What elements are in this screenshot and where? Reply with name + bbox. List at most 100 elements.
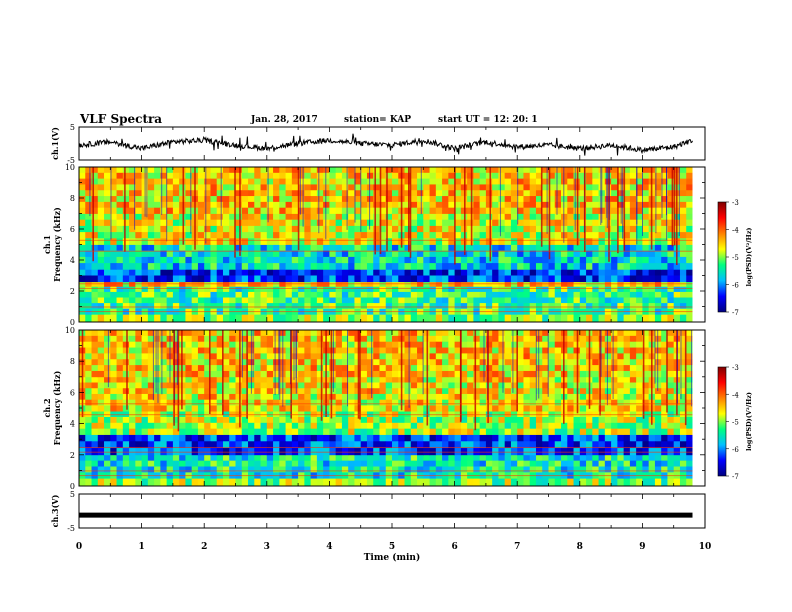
spectrogram-cell bbox=[523, 393, 531, 401]
spectrogram-cell bbox=[185, 250, 193, 258]
spectrogram-cell bbox=[104, 297, 111, 304]
spectrogram-cell bbox=[629, 335, 637, 343]
spectrogram-cell bbox=[216, 376, 224, 383]
spectrogram-cell bbox=[298, 232, 305, 239]
spectrogram-cell bbox=[435, 269, 443, 276]
spectrogram-cell bbox=[629, 428, 637, 435]
spectrogram-cell bbox=[85, 399, 92, 406]
spectrogram-cell bbox=[435, 263, 443, 270]
spectrogram-cell bbox=[373, 454, 380, 462]
spectrogram-cell bbox=[592, 399, 599, 406]
spectrogram-cell bbox=[392, 428, 399, 435]
spectrogram-cell bbox=[235, 303, 243, 310]
spectrogram-cell bbox=[298, 207, 305, 214]
spectrogram-cell bbox=[679, 416, 687, 424]
spectrogram-cell bbox=[266, 422, 274, 430]
spectrogram-cell bbox=[548, 263, 556, 270]
spectrogram-cell bbox=[548, 250, 556, 258]
spectrogram-cell bbox=[467, 434, 474, 442]
spectrogram-cell bbox=[147, 291, 155, 298]
spectrogram-cell bbox=[586, 269, 593, 276]
spectrogram-cell bbox=[104, 441, 111, 449]
spectrogram-cell bbox=[592, 219, 599, 227]
spectrogram-cell bbox=[604, 303, 612, 310]
spectrogram-cell bbox=[654, 244, 662, 252]
spectrogram-cell bbox=[379, 225, 387, 233]
spectrogram-cell bbox=[97, 448, 105, 456]
spectrogram-cell bbox=[373, 478, 380, 487]
spectrogram-cell bbox=[417, 256, 424, 264]
spectrogram-cell bbox=[172, 244, 180, 252]
spectrogram-cell bbox=[429, 256, 437, 264]
spectrogram-cell bbox=[598, 286, 606, 293]
spectrogram-cell bbox=[535, 184, 543, 191]
spectrogram-cell bbox=[623, 275, 631, 283]
spectrogram-cell bbox=[241, 256, 249, 264]
spectrogram-cell bbox=[360, 405, 368, 412]
spectrogram-cell bbox=[91, 275, 99, 283]
spectrogram-cell bbox=[473, 207, 481, 214]
spectrogram-cell bbox=[617, 382, 625, 389]
spectrogram-cell bbox=[517, 190, 524, 197]
spectrogram-cell bbox=[116, 275, 124, 283]
spectrogram-cell bbox=[617, 376, 625, 383]
spectrogram-cell bbox=[417, 178, 424, 185]
spectrogram-cell bbox=[385, 434, 393, 442]
spectrogram-cell bbox=[104, 256, 111, 264]
spectrogram-cell bbox=[529, 232, 537, 239]
spectrogram-cell bbox=[642, 460, 650, 467]
spectrogram-cell bbox=[617, 399, 625, 406]
impulse-streak bbox=[655, 167, 657, 234]
spectrogram-cell bbox=[135, 303, 142, 310]
spectrogram-cell bbox=[135, 314, 142, 323]
spectrogram-cell bbox=[197, 330, 205, 337]
spectrogram-cell bbox=[254, 303, 261, 310]
spectrogram-cell bbox=[623, 250, 631, 258]
spectrogram-cell bbox=[110, 303, 117, 310]
spectrogram-cell bbox=[642, 422, 650, 430]
spectrogram-cell bbox=[348, 219, 355, 227]
spectrogram-cell bbox=[467, 178, 474, 185]
spectrogram-cell bbox=[617, 303, 625, 310]
spectrogram-cell bbox=[160, 335, 168, 343]
spectrogram-cell bbox=[529, 388, 537, 395]
spectrogram-cell bbox=[266, 330, 274, 337]
spectrogram-cell bbox=[166, 196, 174, 203]
spectrogram-cell bbox=[423, 178, 430, 185]
spectrogram-cell bbox=[179, 303, 186, 310]
spectrogram-cell bbox=[185, 275, 193, 283]
spectrogram-cell bbox=[592, 286, 599, 293]
spectrogram-cell bbox=[686, 353, 693, 360]
spectrogram-cell bbox=[604, 448, 612, 456]
spectrogram-cell bbox=[623, 303, 631, 310]
spectrogram-cell bbox=[661, 353, 668, 360]
spectrogram-cell bbox=[273, 314, 280, 323]
spectrogram-cell bbox=[479, 291, 487, 298]
spectrogram-cell bbox=[417, 335, 424, 343]
spectrogram-cell bbox=[191, 466, 199, 473]
spectrogram-cell bbox=[460, 314, 468, 323]
spectrogram-cell bbox=[404, 201, 412, 209]
spectrogram-cell bbox=[586, 184, 593, 191]
spectrogram-cell bbox=[642, 196, 650, 203]
spectrogram-cell bbox=[423, 422, 430, 430]
spectrogram-cell bbox=[429, 341, 437, 348]
spectrogram-cell bbox=[523, 291, 531, 298]
spectrogram-cell bbox=[661, 454, 668, 462]
spectrogram-cell bbox=[498, 359, 506, 366]
spectrogram-cell bbox=[248, 405, 255, 412]
spectrogram-cell bbox=[404, 441, 412, 449]
spectrogram-cell bbox=[592, 393, 599, 401]
spectrogram-cell bbox=[110, 232, 117, 239]
spectrogram-cell bbox=[592, 196, 599, 203]
spectrogram-cell bbox=[473, 225, 481, 233]
spectrogram-cell bbox=[316, 382, 324, 389]
spectrogram-cell bbox=[122, 275, 130, 283]
spectrogram-cell bbox=[360, 196, 368, 203]
spectrogram-cell bbox=[135, 416, 142, 424]
spectrogram-cell bbox=[210, 466, 218, 473]
spectrogram-cell bbox=[579, 314, 587, 323]
spectrogram-cell bbox=[379, 353, 387, 360]
spectrogram-cell bbox=[679, 314, 687, 323]
spectrogram-cell bbox=[629, 250, 637, 258]
